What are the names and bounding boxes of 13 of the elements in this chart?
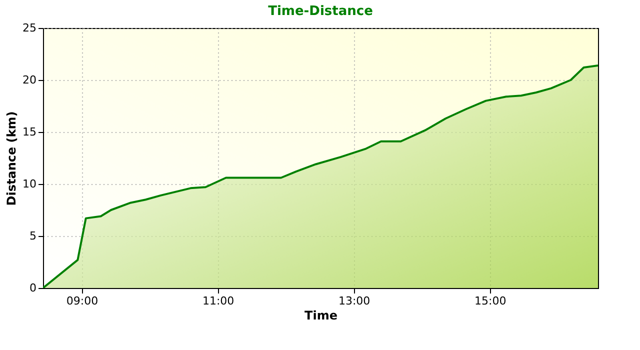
x-axis-title: Time (304, 308, 338, 322)
y-tick-label: 25 (22, 22, 36, 34)
y-tick-label: 10 (22, 178, 36, 190)
y-axis-title: Distance (km) (4, 111, 19, 206)
x-tick-label: 11:00 (202, 294, 234, 308)
y-tick-label: 0 (30, 282, 36, 294)
x-tick-label: 09:00 (66, 294, 98, 308)
chart-title: Time-Distance (268, 4, 374, 19)
x-tick-label: 13:00 (338, 294, 370, 308)
y-tick-label: 15 (22, 126, 36, 138)
y-tick-label: 5 (30, 230, 36, 242)
y-tick-label: 20 (22, 74, 36, 86)
x-tick-label: 15:00 (474, 294, 506, 308)
